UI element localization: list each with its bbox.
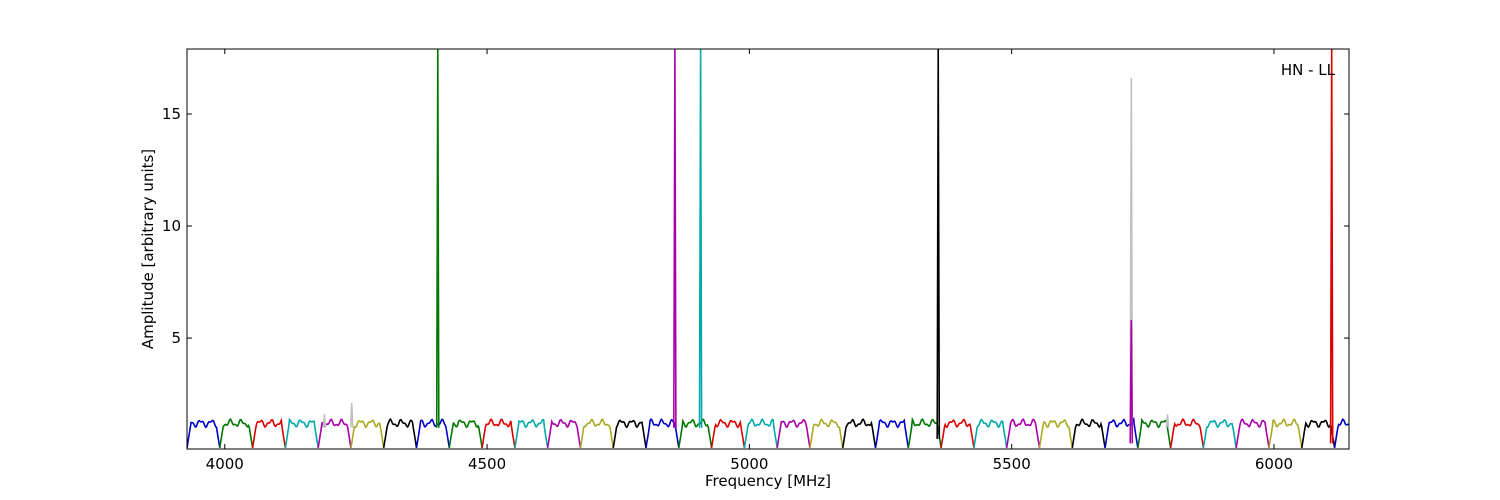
spectrum-band bbox=[907, 416, 942, 449]
spectrum-band bbox=[350, 419, 385, 449]
spectrum-spike bbox=[698, 49, 703, 428]
y-tick-label: 15 bbox=[162, 105, 181, 123]
spectrum-band bbox=[678, 418, 713, 449]
x-tick-label: 6000 bbox=[1255, 455, 1293, 473]
spectrum-band bbox=[1202, 418, 1237, 449]
y-tick-label: 5 bbox=[171, 329, 181, 347]
spectrum-bands bbox=[187, 416, 1349, 449]
spectrum-band bbox=[382, 417, 418, 449]
spectrum-band bbox=[1005, 417, 1041, 449]
spectrum-spike bbox=[1129, 78, 1134, 428]
spectrum-band bbox=[1137, 417, 1172, 449]
spectrum-band bbox=[776, 419, 811, 449]
spectrum-spike bbox=[672, 49, 677, 428]
x-axis-label: Frequency [MHz] bbox=[705, 472, 831, 490]
spectrum-band bbox=[448, 419, 483, 449]
spectrum-band bbox=[514, 418, 549, 449]
spectrum-band bbox=[579, 418, 614, 449]
spectrum-spike bbox=[1129, 320, 1134, 444]
spectrum-band bbox=[1038, 419, 1074, 449]
spectrum-band bbox=[940, 418, 975, 449]
spectrum-band bbox=[1268, 418, 1303, 449]
spectrum-band bbox=[1169, 417, 1205, 449]
spectrum-band bbox=[710, 418, 746, 449]
spectrum-spike bbox=[349, 403, 354, 428]
spectrum-band bbox=[1071, 418, 1106, 449]
x-axis-ticks: 4000 4500 5000 5500 6000 bbox=[206, 49, 1293, 473]
spectrum-spike bbox=[1165, 414, 1170, 428]
x-tick-label: 5000 bbox=[730, 455, 768, 473]
spectrum-band bbox=[1301, 419, 1336, 449]
spectrum-band bbox=[874, 418, 910, 449]
spectrum-band bbox=[842, 418, 877, 449]
spectrum-band bbox=[219, 418, 254, 449]
spectrum-spikes bbox=[322, 49, 1334, 444]
y-axis-ticks: 5 10 15 bbox=[162, 105, 1349, 347]
spectrum-band bbox=[809, 418, 844, 449]
y-tick-label: 10 bbox=[162, 217, 181, 235]
spectrum-band bbox=[415, 418, 451, 449]
spectrum-spike bbox=[322, 414, 327, 428]
spectrum-spike bbox=[1329, 49, 1334, 444]
plot-annotation: HN - LL bbox=[1281, 61, 1336, 79]
spectrum-band bbox=[481, 417, 516, 449]
spectrum-spike bbox=[435, 49, 440, 428]
y-axis-label: Amplitude [arbitrary units] bbox=[139, 149, 157, 349]
spectrum-band bbox=[546, 418, 582, 449]
x-tick-label: 4000 bbox=[206, 455, 244, 473]
plot-frame bbox=[186, 48, 1350, 450]
spectrum-band bbox=[284, 417, 319, 449]
x-tick-label: 4500 bbox=[468, 455, 506, 473]
spectrum-band bbox=[1333, 418, 1349, 449]
spectrum-band bbox=[743, 418, 778, 449]
spectrum-band bbox=[251, 417, 287, 449]
spectrum-band bbox=[187, 419, 221, 449]
spectrum-band bbox=[612, 419, 647, 449]
x-tick-label: 5500 bbox=[993, 455, 1031, 473]
spectrum-band bbox=[1235, 418, 1270, 449]
spectrum-spike bbox=[936, 49, 941, 439]
spectrum-band bbox=[973, 418, 1008, 449]
